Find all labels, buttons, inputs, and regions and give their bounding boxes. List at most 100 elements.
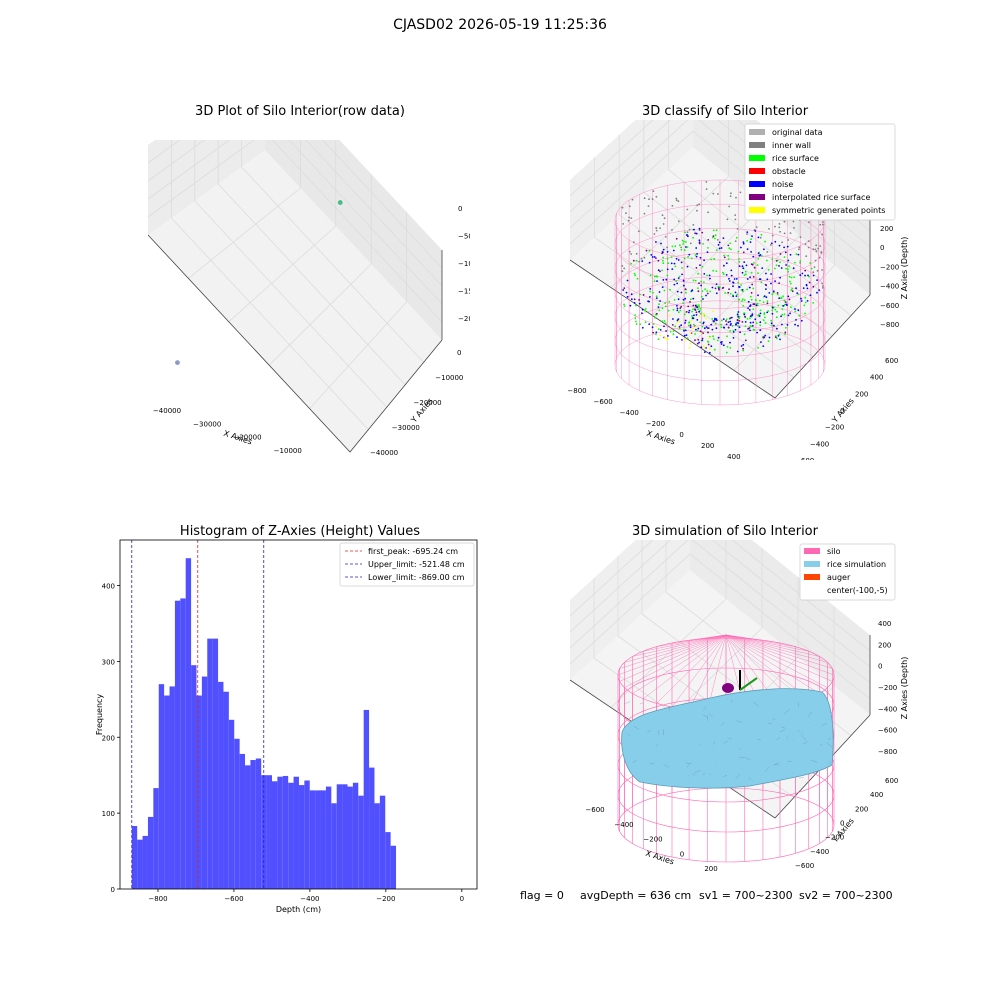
histogram-bar [293, 776, 299, 889]
classified-point [782, 295, 784, 298]
x-axis-label: Depth (cm) [276, 905, 321, 914]
classified-point [795, 287, 797, 290]
figure-title: CJASD02 2026-05-19 11:25:36 [393, 17, 607, 33]
classified-point [765, 284, 768, 287]
classified-point [738, 265, 741, 267]
classified-point [789, 232, 792, 234]
classified-point [662, 256, 664, 259]
classified-point [762, 319, 765, 321]
histogram-bar [342, 784, 348, 889]
classified-point [749, 295, 752, 298]
classified-point [725, 323, 728, 326]
x-tick-label: 200 [701, 442, 714, 450]
surface-mesh-line [685, 762, 692, 764]
classified-point [681, 339, 683, 341]
surface-mesh-line [692, 773, 695, 776]
classified-point [630, 253, 632, 255]
classified-point [693, 314, 695, 317]
classified-point [757, 347, 759, 349]
classified-point [653, 275, 656, 278]
classified-point [628, 205, 631, 208]
classified-point [737, 325, 739, 327]
classified-point [672, 249, 675, 252]
classified-point [774, 280, 776, 282]
classified-point [666, 251, 669, 253]
classified-point [710, 345, 713, 348]
classified-point [659, 300, 661, 302]
classified-point [709, 277, 711, 280]
classified-point [706, 251, 709, 254]
classified-point [779, 338, 781, 341]
classified-point [630, 293, 633, 296]
classified-point [652, 323, 655, 325]
z-tick-label: −400 [878, 705, 897, 713]
classified-point [703, 281, 705, 283]
legend-box [799, 543, 896, 601]
classified-point [784, 331, 787, 334]
x-tick-label: 400 [727, 453, 740, 460]
classified-point [734, 240, 737, 242]
classified-point [692, 317, 695, 320]
classified-point [672, 318, 674, 320]
classified-point [723, 254, 725, 257]
classified-point [664, 236, 667, 238]
classified-point [702, 243, 704, 245]
classified-point [659, 334, 661, 337]
classified-point [757, 258, 760, 260]
classified-point [774, 308, 777, 311]
classified-point [728, 247, 731, 250]
x-axis-label: X Axies [222, 429, 253, 447]
legend-swatch [804, 561, 820, 567]
classified-point [683, 330, 685, 332]
legend-label: inner wall [772, 141, 811, 150]
classified-point [691, 327, 694, 330]
classified-point [779, 230, 781, 233]
classified-point [717, 193, 719, 195]
x-tick-label: −600 [224, 895, 243, 903]
classified-point [783, 299, 786, 302]
classified-point [655, 229, 658, 232]
axis-left-pane [570, 120, 693, 260]
classified-point [675, 199, 678, 202]
classified-point [730, 192, 732, 195]
histogram-bar [185, 558, 192, 889]
y-tick-label: 400 [870, 374, 883, 382]
classified-point [764, 334, 767, 337]
histogram-bar [147, 816, 154, 889]
classified-point [742, 251, 745, 254]
classified-point [725, 274, 728, 276]
classified-point [687, 255, 689, 258]
classified-point [713, 318, 716, 321]
classified-point [750, 325, 752, 328]
classified-point [730, 248, 732, 251]
classified-point [742, 267, 745, 270]
classified-point [750, 263, 753, 266]
x-tick-label: −10000 [274, 447, 302, 455]
classified-point [746, 278, 749, 280]
y-tick-label: −200 [825, 424, 844, 432]
classified-point [762, 301, 765, 304]
classified-point [762, 345, 765, 347]
classified-point [684, 231, 686, 234]
z-tick-label: 200 [880, 225, 893, 233]
classified-point [678, 325, 681, 328]
classified-point [696, 319, 699, 321]
grid-line [217, 183, 406, 386]
classified-point [752, 287, 755, 290]
classified-point [698, 310, 700, 313]
classified-point [729, 347, 732, 349]
classified-point [734, 218, 737, 221]
classified-point [759, 236, 762, 239]
classified-point [655, 295, 658, 298]
x-tick-label: −400 [620, 409, 639, 417]
classified-point [794, 323, 796, 326]
classified-point [694, 333, 696, 335]
y-tick-label: −40000 [370, 449, 398, 457]
classified-point [776, 293, 779, 296]
classified-point [741, 289, 744, 291]
classified-point [700, 332, 703, 334]
classified-point [715, 327, 718, 330]
classified-point [742, 305, 745, 307]
classified-point [751, 313, 754, 316]
classified-point [743, 274, 746, 276]
